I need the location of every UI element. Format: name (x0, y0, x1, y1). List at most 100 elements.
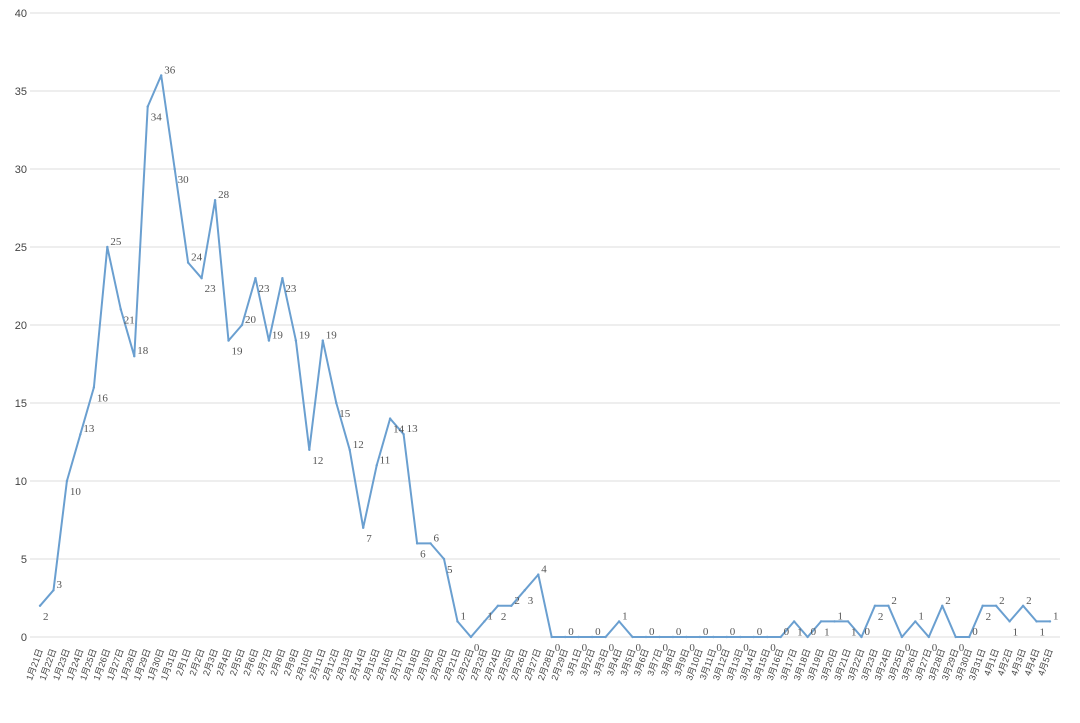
data-label: 3 (56, 579, 62, 591)
data-point (321, 339, 324, 342)
data-label: 19 (326, 330, 338, 342)
data-label: 1 (460, 610, 466, 622)
data-point (213, 199, 217, 202)
data-label: 0 (864, 626, 870, 638)
data-label: 0 (972, 626, 978, 638)
data-label: 1 (918, 610, 924, 622)
data-label: 25 (110, 236, 122, 248)
data-point (981, 604, 984, 607)
data-label: 0 (582, 642, 588, 654)
data-line (39, 74, 1050, 638)
data-point (92, 386, 96, 389)
data-label: 1 (797, 626, 803, 638)
data-point (38, 604, 42, 607)
data-point (65, 479, 69, 483)
data-point (1021, 604, 1025, 607)
y-tick-label: 0 (21, 632, 27, 644)
data-label: 2 (945, 595, 951, 607)
data-point (281, 277, 284, 280)
data-point (698, 635, 702, 639)
data-label: 0 (770, 642, 776, 654)
data-label: 2 (999, 595, 1005, 607)
data-point (833, 620, 836, 623)
data-label: 0 (676, 626, 682, 638)
data-point (873, 604, 877, 607)
data-label: 16 (97, 392, 109, 404)
data-point (227, 339, 230, 342)
data-label: 15 (339, 408, 351, 420)
data-point (1035, 620, 1038, 623)
data-label: 1 (622, 610, 628, 622)
data-label: 6 (434, 532, 440, 544)
data-point (483, 620, 486, 623)
data-label: 0 (595, 626, 601, 638)
data-label: 1 (838, 610, 844, 622)
y-tick-label: 5 (21, 554, 27, 566)
data-label: 20 (245, 314, 257, 326)
data-label: 36 (164, 64, 176, 76)
data-point (671, 635, 675, 639)
data-label: 21 (124, 314, 135, 326)
data-label: 4 (541, 564, 547, 576)
data-label: 0 (689, 642, 695, 654)
data-label: 0 (662, 642, 668, 654)
data-label: 7 (366, 533, 372, 545)
data-point (186, 261, 190, 264)
data-point (550, 635, 553, 639)
data-label: 5 (447, 564, 453, 576)
data-label: 3 (528, 595, 534, 607)
data-label: 19 (232, 346, 244, 358)
data-point (914, 620, 917, 623)
data-label: 1 (824, 626, 830, 638)
data-label: 0 (743, 642, 749, 654)
data-label: 2 (43, 611, 49, 623)
data-point (941, 604, 944, 607)
data-label: 1 (1013, 626, 1019, 638)
data-point (52, 589, 55, 592)
data-point (173, 167, 176, 171)
data-label: 0 (730, 626, 736, 638)
y-tick-label: 15 (15, 398, 27, 410)
data-point (119, 308, 123, 311)
y-tick-label: 40 (15, 8, 27, 20)
data-label: 12 (312, 455, 323, 467)
data-label: 0 (636, 642, 642, 654)
y-tick-label: 10 (15, 476, 27, 488)
data-label: 34 (151, 112, 163, 124)
data-point (308, 448, 311, 451)
data-point (685, 635, 688, 639)
data-point (160, 74, 163, 77)
data-point (752, 635, 755, 639)
data-label: 23 (205, 283, 217, 295)
data-point (348, 448, 351, 451)
data-point (617, 620, 621, 623)
data-label: 24 (191, 252, 203, 264)
data-label: 0 (959, 642, 965, 654)
data-label: 0 (757, 626, 763, 638)
data-point (294, 339, 298, 342)
data-label: 0 (568, 626, 574, 638)
data-point (415, 542, 419, 545)
data-point (402, 433, 405, 436)
data-label: 13 (83, 423, 95, 435)
data-label: 13 (407, 423, 419, 435)
data-label: 18 (137, 345, 149, 357)
data-label: 0 (649, 626, 655, 638)
data-point (779, 635, 782, 639)
data-point (564, 635, 567, 639)
data-point (362, 526, 365, 529)
data-label: 1 (1053, 610, 1059, 622)
data-label: 23 (285, 283, 297, 295)
data-label: 0 (932, 642, 938, 654)
data-label: 23 (258, 283, 270, 295)
data-label: 0 (474, 642, 480, 654)
data-label: 1 (851, 626, 857, 638)
data-point (644, 635, 648, 639)
data-point (712, 635, 715, 639)
data-label: 10 (70, 486, 82, 498)
data-label: 2 (514, 595, 520, 607)
data-point (806, 635, 809, 639)
data-point (200, 277, 203, 280)
